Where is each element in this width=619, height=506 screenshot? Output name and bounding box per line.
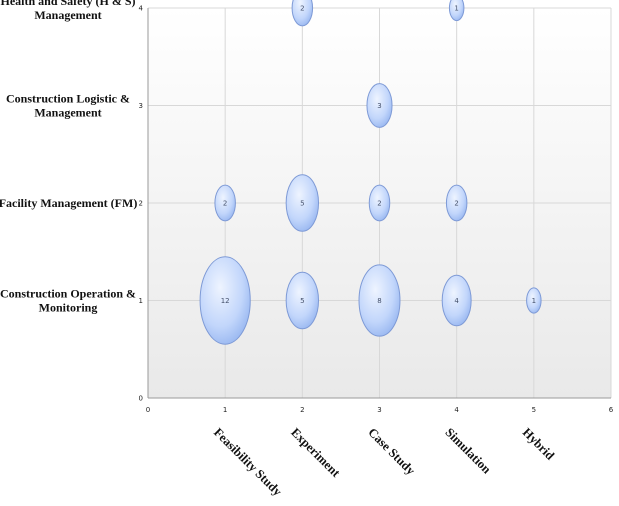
bubble-label: 3 (377, 102, 381, 110)
bubbles: 2 1 3 2 5 2 2 12 5 8 4 1 (199, 0, 542, 345)
bubble-label: 5 (300, 200, 304, 208)
bubble-label: 2 (377, 200, 381, 208)
bubble-label: 4 (454, 297, 459, 305)
y-category-label: Construction Operation & Monitoring (0, 287, 136, 315)
x-tick-label: 6 (609, 406, 614, 414)
y-tick-label: 3 (139, 102, 143, 110)
y-tick-labels: 0 1 2 3 4 (139, 5, 144, 403)
bubble-label: 2 (300, 5, 304, 13)
y-category-label: Construction Logistic & Management (6, 92, 130, 120)
bubble (368, 184, 391, 222)
bubble (199, 256, 251, 345)
x-category-label: Experiment (288, 425, 343, 480)
y-category-label: Health and Safety (H & S) Management (1, 0, 136, 22)
bubble (441, 274, 472, 327)
y-tick-label: 2 (139, 200, 143, 208)
x-category-label: Simulation (443, 425, 494, 476)
x-category-label: Case Study (365, 425, 418, 478)
bubble-label: 2 (223, 200, 227, 208)
bubble-label: 1 (532, 297, 536, 305)
y-category-labels: Health and Safety (H & S) Management Const… (0, 0, 137, 315)
x-category-label: Feasibility Study (211, 425, 285, 499)
bubble (358, 264, 401, 337)
x-tick-labels: 0 1 2 3 4 5 6 (146, 406, 614, 414)
bubble-label: 2 (454, 200, 458, 208)
bubble (285, 174, 320, 232)
x-tick-label: 2 (300, 406, 304, 414)
x-tick-label: 3 (377, 406, 381, 414)
x-tick-label: 4 (454, 406, 459, 414)
y-category-label: Facility Management (FM) (0, 196, 137, 210)
bubble-label: 8 (377, 297, 381, 305)
bubble (214, 184, 236, 222)
bubble (366, 83, 393, 128)
bubble-label: 12 (221, 297, 230, 305)
y-tick-label: 0 (139, 395, 143, 403)
bubble (448, 0, 465, 22)
bubble (285, 271, 320, 330)
x-tick-label: 1 (223, 406, 227, 414)
x-category-label: Hybrid (520, 425, 557, 462)
bubble (526, 287, 542, 314)
y-tick-label: 4 (139, 5, 144, 13)
x-tick-label: 5 (532, 406, 536, 414)
x-category-labels: Feasibility Study Experiment Case Study Sim… (211, 425, 557, 499)
bubble-label: 5 (300, 297, 304, 305)
bubble (445, 184, 468, 222)
axes (147, 8, 611, 399)
y-tick-label: 1 (139, 297, 143, 305)
bubble-label: 1 (454, 5, 458, 13)
bubble (291, 0, 314, 27)
x-tick-label: 0 (146, 406, 150, 414)
